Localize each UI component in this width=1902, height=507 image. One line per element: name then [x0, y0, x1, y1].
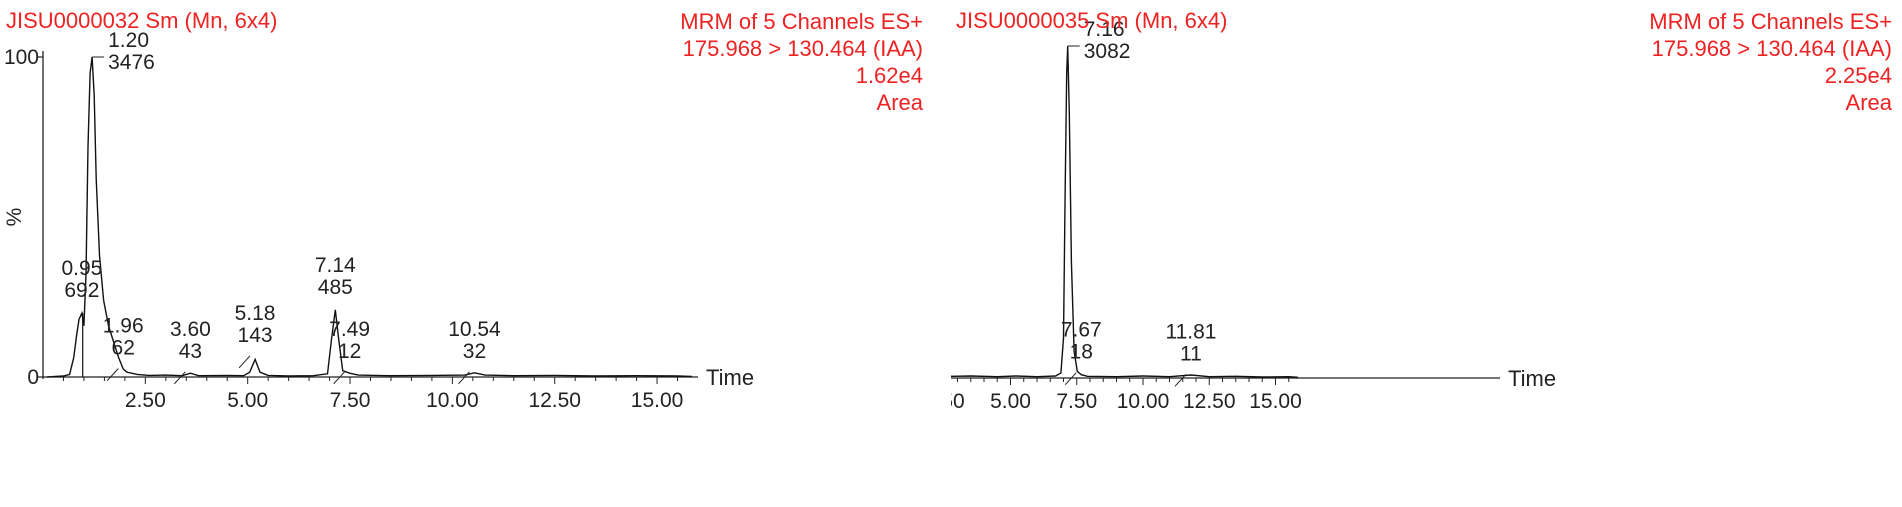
peak-rt-label: 11.81 [1165, 320, 1216, 343]
peak-area-label: 18 [1070, 341, 1093, 364]
peak-area-label: 3082 [1084, 40, 1131, 63]
x-tick-label: 7.50 [1056, 390, 1097, 413]
mode-label: Area [876, 90, 923, 115]
peak-rt-label: 0.95 [61, 257, 102, 280]
peak-area-label: 12 [338, 340, 361, 363]
x-tick-label: 7.50 [330, 389, 371, 412]
mode-label: Area [1845, 90, 1892, 115]
peak-rt-label: 7.49 [329, 318, 370, 341]
y-axis-label: % [3, 208, 26, 227]
x-tick-label: 10.00 [1117, 390, 1170, 413]
chromatogram-trace [951, 45, 1299, 378]
peak-area-label: 11 [1180, 342, 1202, 365]
y-tick-label: 100 [4, 46, 39, 69]
peak-area-label: 692 [64, 279, 99, 302]
peak-area-label: 43 [179, 340, 202, 363]
chromatogram-panel-right: 2.505.007.5010.0012.5015.000100%Time0.93… [951, 0, 1902, 507]
x-tick-label: 5.00 [990, 390, 1031, 413]
channel-info: MRM of 5 Channels ES+ 175.968 > 130.464 … [680, 8, 923, 116]
peak-leader-line [1174, 374, 1187, 387]
peak-leader-line [106, 368, 119, 381]
transition: 175.968 > 130.464 (IAA) [682, 36, 923, 61]
x-tick-label: 2.50 [951, 390, 965, 413]
channel-name: MRM of 5 Channels ES+ [680, 9, 923, 34]
y-tick-label: 0 [27, 366, 39, 389]
peak-leader-line [238, 355, 251, 369]
peak-rt-label: 1.20 [108, 29, 149, 52]
x-axis-label: Time [1508, 366, 1556, 391]
peak-rt-label: 1.96 [103, 315, 144, 338]
peak-rt-label: 7.16 [1084, 18, 1125, 41]
peak-leader-line [1064, 372, 1077, 386]
peak-area-label: 32 [463, 340, 486, 363]
x-tick-label: 5.00 [227, 389, 268, 412]
x-tick-label: 12.50 [1183, 390, 1236, 413]
peak-rt-label: 3.60 [170, 318, 211, 341]
chromatogram-chart-left: 2.50 5.00 7.50 10.00 12.50 15.00 0 100% Time 0.95… [3, 29, 754, 412]
sample-title: JISU0000032 Sm (Mn, 6x4) [6, 8, 278, 33]
peak-rt-label: 7.67 [1061, 319, 1102, 342]
x-tick-label: 2.50 [125, 389, 166, 412]
channel-name: MRM of 5 Channels ES+ [1649, 9, 1892, 34]
peak-area-label: 3476 [108, 51, 155, 74]
peak-rt-label: 5.18 [235, 302, 276, 325]
x-tick-label: 15.00 [1249, 390, 1302, 413]
peak-leader-line [174, 371, 186, 385]
transition: 175.968 > 130.464 (IAA) [1651, 36, 1892, 61]
peak-area-label: 143 [238, 324, 273, 347]
peak-leader-line [458, 371, 470, 385]
intensity-value: 2.25e4 [1824, 63, 1892, 88]
x-tick-label: 10.00 [426, 389, 479, 412]
channel-info: MRM of 5 Channels ES+ 175.968 > 130.464 … [1649, 8, 1892, 116]
peak-area-label: 485 [318, 276, 353, 299]
peak-rt-label: 7.14 [315, 254, 356, 277]
intensity-value: 1.62e4 [855, 63, 923, 88]
chromatogram-panel-left: 2.50 5.00 7.50 10.00 12.50 15.00 0 100% Time 0.95… [3, 8, 923, 412]
x-tick-label: 12.50 [528, 389, 581, 412]
chromatogram-trace [47, 56, 692, 378]
peak-area-label: 62 [112, 337, 135, 360]
x-tick-label: 15.00 [631, 389, 684, 412]
chromatogram-chart-right: 2.505.007.5010.0012.5015.000100%Time0.93… [951, 18, 1556, 413]
peak-leader-line [333, 371, 345, 385]
peak-rt-label: 10.54 [448, 318, 501, 341]
sample-title: JISU0000035 Sm (Mn, 6x4) [956, 8, 1228, 33]
x-axis-label: Time [706, 365, 754, 390]
